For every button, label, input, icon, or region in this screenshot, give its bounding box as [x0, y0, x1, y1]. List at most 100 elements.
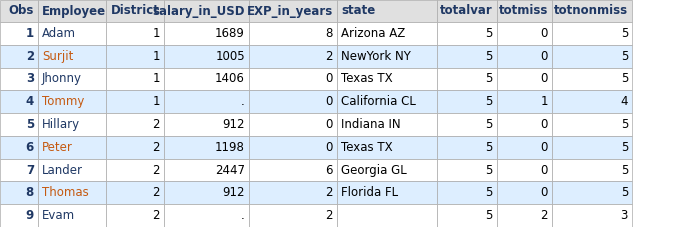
Text: Lander: Lander: [42, 164, 83, 177]
Text: totnonmiss: totnonmiss: [554, 5, 628, 17]
Text: Obs: Obs: [9, 5, 34, 17]
Text: 0: 0: [541, 27, 548, 40]
Bar: [437, 113, 497, 136]
Bar: [497, 45, 552, 68]
Bar: [497, 90, 552, 113]
Text: Peter: Peter: [42, 141, 73, 154]
Bar: [552, 204, 632, 227]
Bar: [337, 204, 437, 227]
Bar: [164, 90, 249, 113]
Bar: [249, 113, 337, 136]
Text: 2: 2: [152, 186, 160, 199]
Bar: [106, 181, 164, 204]
Bar: [337, 0, 437, 22]
Text: 5: 5: [621, 72, 628, 85]
Text: 5: 5: [486, 50, 493, 63]
Bar: [497, 68, 552, 90]
Text: salary_in_USD: salary_in_USD: [152, 5, 245, 17]
Text: 5: 5: [486, 164, 493, 177]
Text: 2: 2: [540, 209, 548, 222]
Bar: [0, 90, 38, 113]
Bar: [337, 113, 437, 136]
Text: 0: 0: [541, 164, 548, 177]
Bar: [164, 68, 249, 90]
Text: Surjit: Surjit: [42, 50, 73, 63]
Text: 912: 912: [223, 186, 245, 199]
Bar: [0, 136, 38, 159]
Bar: [106, 45, 164, 68]
Text: 5: 5: [26, 118, 34, 131]
Bar: [38, 22, 106, 45]
Text: 0: 0: [326, 141, 333, 154]
Text: Georgia GL: Georgia GL: [341, 164, 407, 177]
Bar: [164, 113, 249, 136]
Bar: [437, 68, 497, 90]
Bar: [0, 113, 38, 136]
Text: California CL: California CL: [341, 95, 416, 108]
Text: 0: 0: [541, 141, 548, 154]
Text: 0: 0: [541, 50, 548, 63]
Text: 1: 1: [152, 72, 160, 85]
Bar: [164, 204, 249, 227]
Text: 2: 2: [152, 164, 160, 177]
Bar: [38, 204, 106, 227]
Bar: [106, 22, 164, 45]
Bar: [164, 45, 249, 68]
Bar: [437, 0, 497, 22]
Bar: [164, 136, 249, 159]
Bar: [38, 0, 106, 22]
Bar: [249, 68, 337, 90]
Text: 6: 6: [326, 164, 333, 177]
Text: 2: 2: [152, 141, 160, 154]
Text: 5: 5: [621, 50, 628, 63]
Bar: [164, 22, 249, 45]
Bar: [164, 0, 249, 22]
Text: 7: 7: [26, 164, 34, 177]
Bar: [38, 45, 106, 68]
Text: 1406: 1406: [215, 72, 245, 85]
Text: Texas TX: Texas TX: [341, 72, 393, 85]
Text: 4: 4: [620, 95, 628, 108]
Bar: [497, 159, 552, 181]
Text: Arizona AZ: Arizona AZ: [341, 27, 405, 40]
Bar: [437, 204, 497, 227]
Text: 8: 8: [26, 186, 34, 199]
Text: 5: 5: [621, 141, 628, 154]
Text: Texas TX: Texas TX: [341, 141, 393, 154]
Bar: [38, 181, 106, 204]
Bar: [164, 181, 249, 204]
Bar: [249, 45, 337, 68]
Text: 5: 5: [621, 118, 628, 131]
Bar: [497, 181, 552, 204]
Bar: [106, 204, 164, 227]
Bar: [337, 68, 437, 90]
Text: 1: 1: [152, 50, 160, 63]
Text: 1: 1: [152, 95, 160, 108]
Text: Employee: Employee: [42, 5, 106, 17]
Text: 2: 2: [326, 186, 333, 199]
Bar: [38, 136, 106, 159]
Bar: [0, 22, 38, 45]
Text: 3: 3: [621, 209, 628, 222]
Bar: [106, 136, 164, 159]
Bar: [337, 22, 437, 45]
Bar: [552, 68, 632, 90]
Bar: [38, 159, 106, 181]
Text: state: state: [341, 5, 375, 17]
Bar: [337, 45, 437, 68]
Text: 0: 0: [326, 118, 333, 131]
Text: Tommy: Tommy: [42, 95, 85, 108]
Text: 5: 5: [486, 95, 493, 108]
Bar: [249, 90, 337, 113]
Text: 1: 1: [540, 95, 548, 108]
Text: 912: 912: [223, 118, 245, 131]
Text: 1: 1: [26, 27, 34, 40]
Text: Florida FL: Florida FL: [341, 186, 398, 199]
Text: Indiana IN: Indiana IN: [341, 118, 401, 131]
Text: 4: 4: [26, 95, 34, 108]
Bar: [497, 22, 552, 45]
Text: 2: 2: [152, 209, 160, 222]
Bar: [0, 0, 38, 22]
Bar: [337, 181, 437, 204]
Bar: [0, 204, 38, 227]
